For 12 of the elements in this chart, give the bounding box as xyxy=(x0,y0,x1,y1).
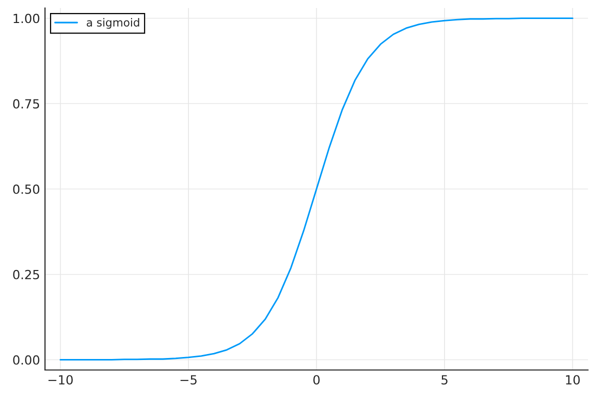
x-tick-label: −5 xyxy=(180,375,197,385)
line-series xyxy=(60,17,574,361)
legend-label: a sigmoid xyxy=(86,18,140,29)
y-tick-label: 0.00 xyxy=(13,355,40,365)
x-tick-label: −10 xyxy=(48,375,73,385)
x-tick-label: 5 xyxy=(442,375,448,385)
y-tick-label: 1.00 xyxy=(14,14,40,24)
x-tick-label: 0 xyxy=(313,375,320,385)
y-tick-label: 0.25 xyxy=(13,270,40,280)
x-tick-label: 10 xyxy=(566,375,580,385)
y-tick-label: 0.75 xyxy=(13,99,40,109)
y-tick-label: 0.50 xyxy=(13,184,40,194)
